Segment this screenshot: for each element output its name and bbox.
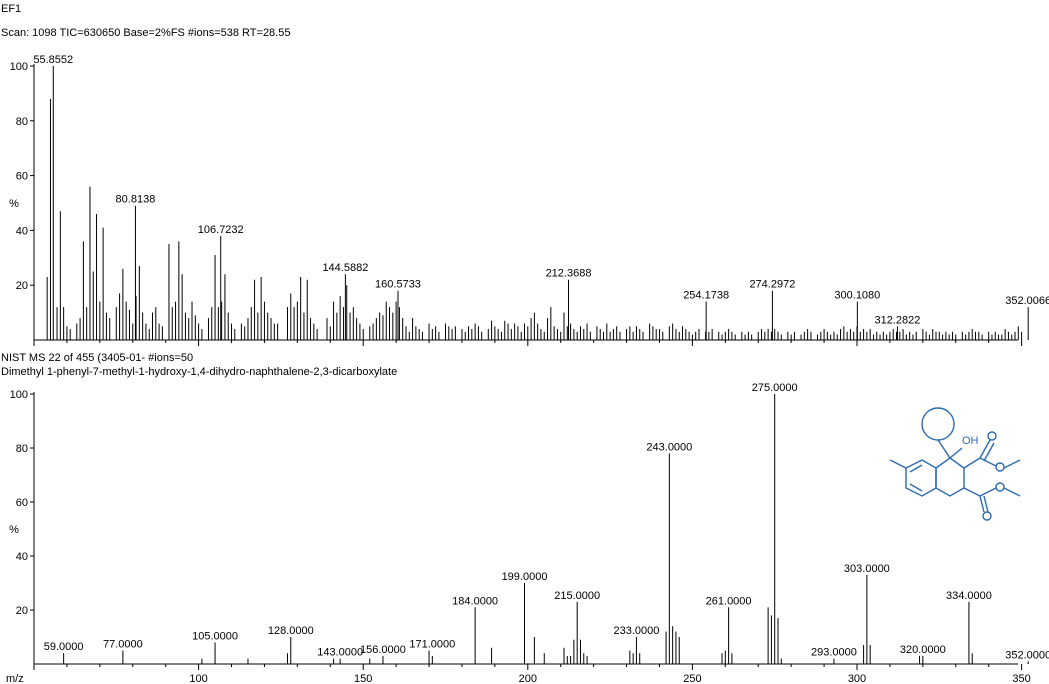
upper-y-tick-label: 100 <box>10 61 28 73</box>
library-peak-label: 77.0000 <box>103 639 143 651</box>
library-peak-label: 303.0000 <box>844 563 890 575</box>
library-y-tick-label: 80 <box>16 443 28 455</box>
upper-peak-label: 254.1738 <box>683 290 729 302</box>
structure-bond <box>937 439 951 459</box>
ester-bond <box>963 457 981 469</box>
molecule-structure: OH <box>889 407 1021 521</box>
ester-bond <box>979 457 997 467</box>
hydroxyl-label: OH <box>962 435 979 447</box>
scan-info: Scan: 1098 TIC=630650 Base=2%FS #ions=53… <box>1 27 291 39</box>
library-peak-label: 334.0000 <box>946 590 992 602</box>
oxygen-atom <box>995 462 1005 472</box>
library-peak-label: 293.0000 <box>811 647 857 659</box>
library-peak-label: 171.0000 <box>409 639 455 651</box>
library-x-tick-label: 150 <box>354 673 372 684</box>
structure-bond <box>909 483 923 492</box>
carbonyl-bond <box>979 439 991 459</box>
library-peak-label: 59.0000 <box>44 641 84 653</box>
library-peak-label: 243.0000 <box>646 441 692 453</box>
upper-y-tick-label: 20 <box>16 280 28 292</box>
compound-name: Dimethyl 1-phenyl-7-methyl-1-hydroxy-1,4… <box>1 366 398 378</box>
methyl-bond <box>1003 459 1021 469</box>
library-peak-label: 275.0000 <box>752 382 798 394</box>
hydroxyl-bond <box>949 447 963 459</box>
library-peak-label: 233.0000 <box>613 625 659 637</box>
library-peak-label: 320.0000 <box>900 644 946 656</box>
library-peak-label: 184.0000 <box>452 595 498 607</box>
ester-bond <box>963 487 981 497</box>
upper-peak-label: 80.8138 <box>116 194 156 206</box>
ester-bond <box>979 487 997 497</box>
upper-peak-label: 144.5882 <box>322 262 368 274</box>
carbonyl-bond <box>979 495 985 513</box>
library-peak-label: 105.0000 <box>192 630 238 642</box>
upper-peak-label: 312.2822 <box>874 314 920 326</box>
library-peak-label: 261.0000 <box>706 595 752 607</box>
library-x-tick-label: 100 <box>189 673 207 684</box>
upper-y-axis-label: % <box>9 198 19 210</box>
library-y-axis-label: % <box>9 524 19 536</box>
central-ring <box>935 457 965 497</box>
library-peak-label: 352.0000 <box>1005 649 1049 661</box>
library-x-tick-label: 250 <box>683 673 701 684</box>
carbonyl-bond <box>983 495 989 513</box>
upper-peak-label: 352.0066 <box>1005 295 1049 307</box>
library-y-tick-label: 100 <box>10 389 28 401</box>
library-peak-label: 143.0000 <box>317 647 363 659</box>
methyl-bond <box>889 459 907 469</box>
upper-y-tick-label: 40 <box>16 225 28 237</box>
upper-peak-label: 274.2972 <box>749 279 795 291</box>
oxygen-atom <box>995 482 1005 492</box>
phenyl-ring <box>921 407 955 441</box>
library-peak-label: 128.0000 <box>268 625 314 637</box>
library-y-tick-label: 60 <box>16 497 28 509</box>
library-peak-label: 215.0000 <box>554 590 600 602</box>
oxygen-atom <box>987 431 997 441</box>
library-x-tick-label: 200 <box>519 673 537 684</box>
methyl-bond <box>1003 487 1021 497</box>
upper-peak-label: 55.8552 <box>33 54 73 66</box>
aromatic-ring <box>905 459 937 497</box>
library-y-tick-label: 20 <box>16 605 28 617</box>
oxygen-atom <box>982 511 992 521</box>
library-x-tick-label: 350 <box>1012 673 1030 684</box>
carbonyl-bond <box>983 442 995 462</box>
upper-peak-label: 300.1080 <box>834 290 880 302</box>
upper-spectrum-panel: 20 40 60 80 100% 55.8552 80.8138 106.7232 144.58… <box>9 54 1049 346</box>
upper-peak-label: 106.7232 <box>198 224 244 236</box>
library-match-info: NIST MS 22 of 455 (3405-01- #ions=50 <box>1 352 194 364</box>
window-title: EF1 <box>1 3 22 15</box>
library-spectrum-panel: 20 40 60 80 100% 59.0000 77.0000 105.0000 128.00… <box>6 382 1049 684</box>
library-x-axis-label: m/z <box>6 673 24 684</box>
upper-peak-label: 212.3688 <box>546 268 592 280</box>
structure-bond <box>909 464 923 473</box>
upper-peak-label: 160.5733 <box>375 279 421 291</box>
upper-y-tick-label: 80 <box>16 116 28 128</box>
library-x-tick-label: 300 <box>848 673 866 684</box>
library-peak-label: 199.0000 <box>502 571 548 583</box>
library-peak-label: 156.0000 <box>360 644 406 656</box>
upper-y-tick-label: 60 <box>16 171 28 183</box>
library-y-tick-label: 40 <box>16 551 28 563</box>
